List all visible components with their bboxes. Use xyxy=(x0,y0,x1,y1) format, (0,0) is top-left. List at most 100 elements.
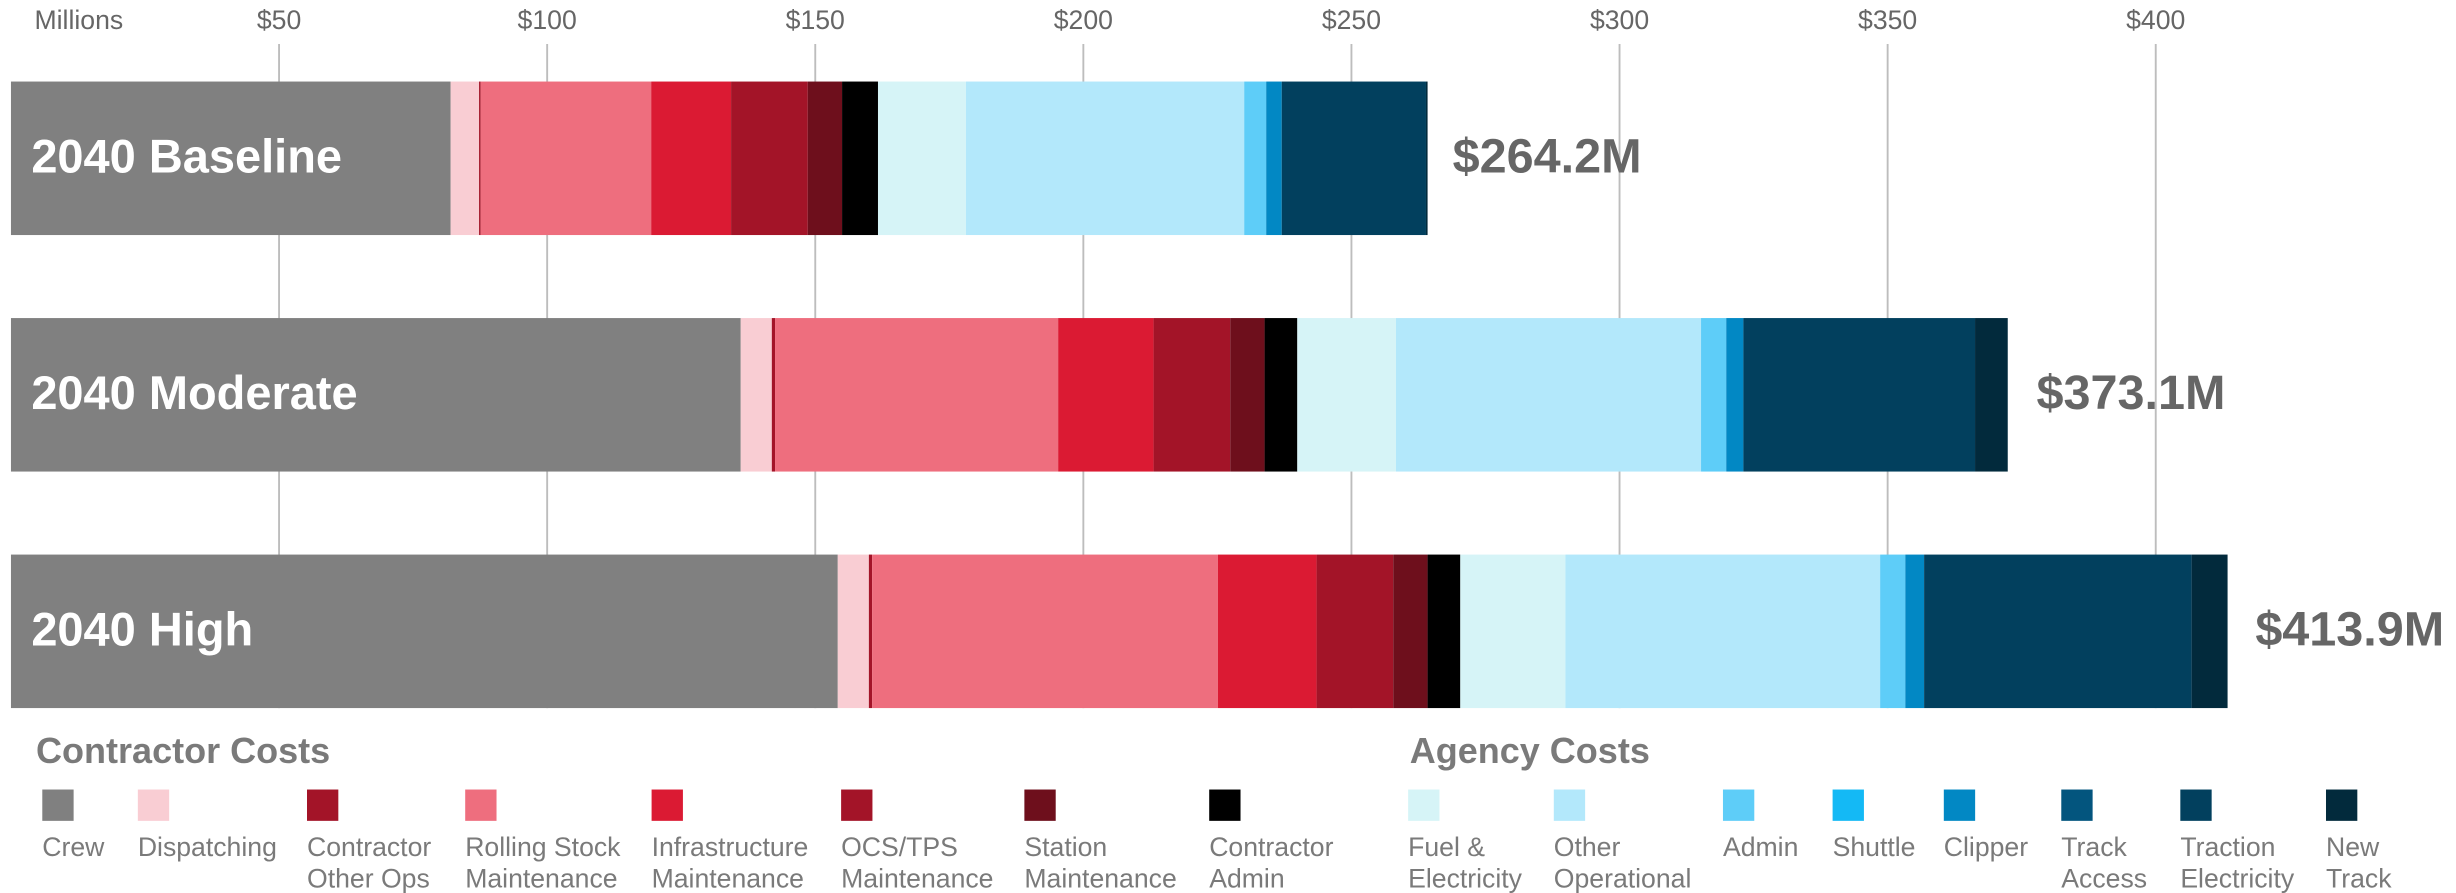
legend-swatch xyxy=(137,789,170,821)
bar-segment xyxy=(1217,554,1317,709)
legend-label-line: Traction xyxy=(2180,832,2275,862)
bar-segment xyxy=(1726,318,1744,472)
legend-label-line: OCS/TPS xyxy=(841,832,958,862)
bar-segment xyxy=(1460,554,1566,709)
x-tick-label: $250 xyxy=(1322,5,1381,35)
x-tick-label: $300 xyxy=(1590,5,1649,35)
bar-segment xyxy=(1393,554,1428,709)
legend-swatch xyxy=(651,789,683,821)
legend-swatch xyxy=(2061,789,2093,821)
legend-label: Other Operational xyxy=(1554,832,1692,893)
legend-label-line: Contractor xyxy=(307,832,431,862)
legend-label-line: Track xyxy=(2326,863,2392,893)
legend-swatch xyxy=(1722,789,1755,821)
bar-segment xyxy=(842,81,878,236)
x-tick-label: $200 xyxy=(1054,5,1113,35)
bar-segment xyxy=(651,81,732,236)
bar-segment xyxy=(1244,81,1267,236)
legend-label-line: Track xyxy=(2061,832,2127,862)
legend-label: Traction Electricity xyxy=(2180,832,2295,893)
bar-segment xyxy=(1230,318,1265,472)
category-label: 2040 High xyxy=(31,602,253,655)
bar-segment xyxy=(1924,554,2192,709)
bar-segment xyxy=(2191,554,2228,709)
bar-segment xyxy=(479,81,481,236)
bar-segment xyxy=(1701,318,1727,472)
bar-segment xyxy=(10,318,741,472)
legend-label: OCS/TPS Maintenance xyxy=(841,832,993,893)
bar-segment xyxy=(480,81,652,236)
legend-label: Infrastructure Maintenance xyxy=(652,832,809,893)
x-tick-label: $50 xyxy=(257,5,301,35)
legend-label-line: Maintenance xyxy=(465,863,617,893)
bar-segment xyxy=(1297,318,1396,472)
legend-swatch xyxy=(307,789,339,821)
legend-label: NewTrackAccess xyxy=(2326,832,2412,893)
legend-swatch xyxy=(1553,789,1586,821)
legend-label-line: Admin xyxy=(1209,863,1284,893)
bar-segment xyxy=(775,318,1059,472)
legend-swatch xyxy=(1943,789,1976,821)
legend-label: Clipper xyxy=(1944,832,2028,862)
bar-segment xyxy=(1743,318,1976,472)
legend-label: Contractor Admin xyxy=(1209,832,1333,893)
legend-label-line: Infrastructure xyxy=(652,832,809,862)
bar-segment xyxy=(1565,554,1881,709)
x-tick-label: $100 xyxy=(518,5,577,35)
bar-segment xyxy=(10,554,838,709)
bar-segment xyxy=(1425,81,1428,236)
legend-label-line: Clipper xyxy=(1944,832,2028,862)
bar-segment xyxy=(740,318,772,472)
bar-segment xyxy=(1316,554,1394,709)
category-label: 2040 Moderate xyxy=(31,366,357,419)
bar-segment xyxy=(1153,318,1231,472)
legend-swatch xyxy=(2180,789,2212,821)
legend-label: Dispatching xyxy=(138,832,277,862)
legend-swatch xyxy=(42,789,74,821)
bar-segment xyxy=(771,318,776,472)
bar-segment xyxy=(1281,81,1426,236)
legend-label: Contractor Other Ops xyxy=(307,832,431,893)
legend-label-line: Access xyxy=(2061,863,2147,893)
legend-label-line: Fuel & xyxy=(1408,832,1485,862)
legend-label-line: Shuttle xyxy=(1833,832,1916,862)
bar-segment xyxy=(1905,554,1925,709)
bar-segment xyxy=(731,81,808,236)
bar-segment xyxy=(10,81,451,236)
legend-label-line: Maintenance xyxy=(1024,863,1176,893)
legend-label-line: Maintenance xyxy=(841,863,993,893)
bar-segment xyxy=(868,554,873,709)
category-label: 2040 Baseline xyxy=(31,129,342,182)
bar-segment xyxy=(1266,81,1282,236)
legend-label-line: Station xyxy=(1024,832,1107,862)
legend-label-line: Dispatching xyxy=(138,832,277,862)
legend-label: Fuel & Electricity xyxy=(1408,832,1523,893)
legend-label: Track Access xyxy=(2061,832,2147,893)
legend-swatch xyxy=(1024,789,1056,821)
legend-label-line: Electricity xyxy=(1408,863,1523,893)
legend-swatch xyxy=(2325,789,2358,821)
legend-swatch xyxy=(1408,789,1440,821)
legend-label-line: Operational xyxy=(1554,863,1692,893)
legend-label-line: Admin xyxy=(1723,832,1798,862)
legend-label: Station Maintenance xyxy=(1024,832,1176,893)
bar-segment xyxy=(837,554,869,709)
legend-label: Crew xyxy=(42,832,105,862)
bar-segment xyxy=(450,81,480,236)
total-label: $373.1M xyxy=(2037,366,2226,420)
total-label: $413.9M xyxy=(2255,603,2444,657)
bar-segment xyxy=(872,554,1218,709)
bar-segment xyxy=(877,81,966,236)
bar-segment xyxy=(1058,318,1154,472)
x-tick-label: $400 xyxy=(2126,5,2185,35)
legend-group-title: Agency Costs xyxy=(1410,730,1650,771)
x-tick-label: $350 xyxy=(1858,5,1917,35)
legend-label-line: Maintenance xyxy=(652,863,804,893)
bar-segment xyxy=(1264,318,1298,472)
bar-segment xyxy=(807,81,843,236)
total-label: $264.2M xyxy=(1453,130,1642,184)
legend-label-line: New xyxy=(2326,832,2380,862)
bar-segment xyxy=(1427,554,1461,709)
legend-label-line: Contractor xyxy=(1209,832,1333,862)
